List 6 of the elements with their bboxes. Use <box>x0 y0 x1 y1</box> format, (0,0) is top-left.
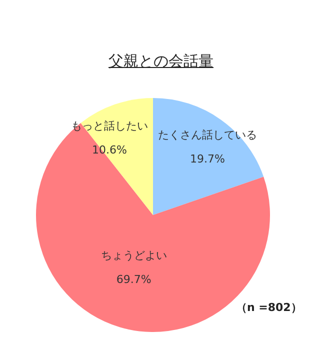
data-label: 69.7% <box>116 272 152 286</box>
text: （n =802） <box>236 300 302 315</box>
data-label: 19.7% <box>190 152 225 166</box>
chart-title: 父親との会話量 <box>108 52 214 71</box>
slice-label: たくさん話している <box>158 128 257 142</box>
slice-label: ちょうどよい <box>100 248 167 262</box>
